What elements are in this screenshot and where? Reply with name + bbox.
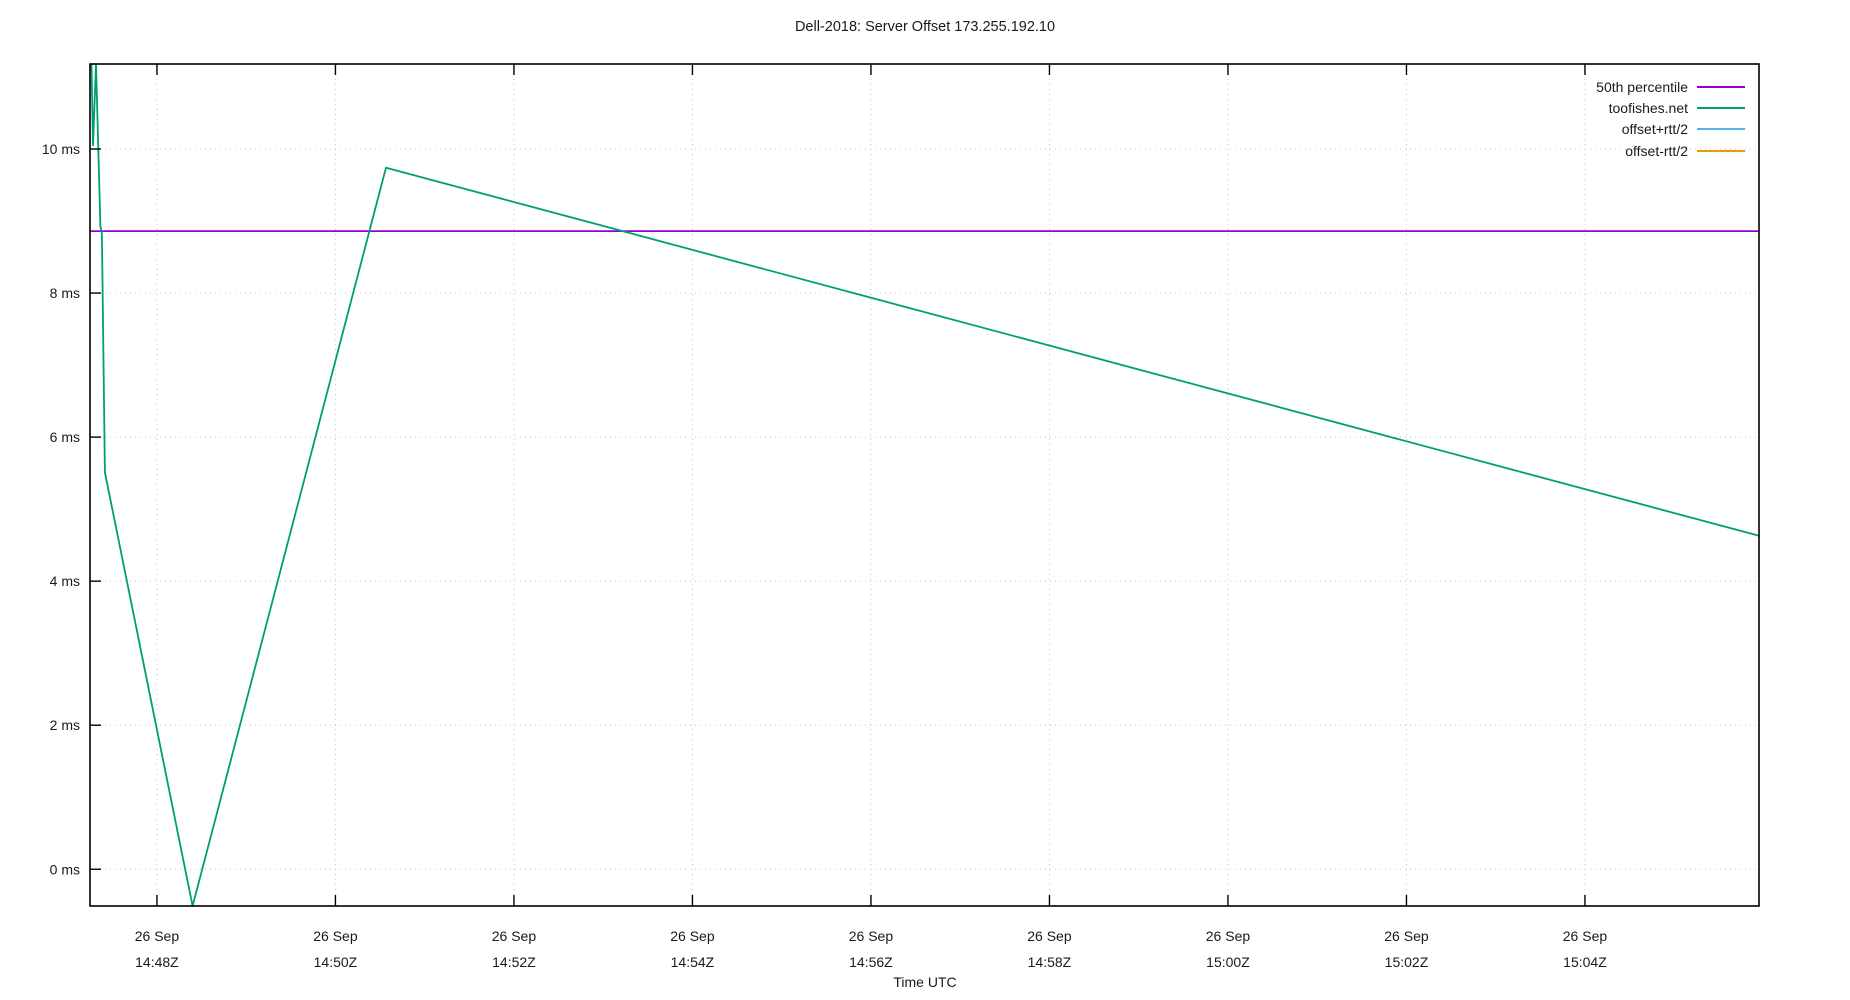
legend-label: 50th percentile	[1596, 78, 1688, 95]
x-tick-label-time: 15:00Z	[1206, 954, 1250, 970]
legend-label: offset+rtt/2	[1621, 121, 1688, 138]
legend-label: toofishes.net	[1608, 99, 1688, 116]
legend-item-toofishes-net: toofishes.net	[1596, 97, 1745, 118]
y-tick-label: 8 ms	[50, 285, 80, 301]
x-tick-label-date: 26 Sep	[313, 928, 358, 944]
x-tick-label-time: 14:56Z	[849, 954, 893, 970]
x-tick-label-date: 26 Sep	[1563, 928, 1608, 944]
legend-label: offset-rtt/2	[1625, 142, 1688, 159]
x-tick-label-time: 14:50Z	[314, 954, 358, 970]
x-tick-label-time: 15:02Z	[1385, 954, 1429, 970]
x-tick-label-time: 15:04Z	[1563, 954, 1607, 970]
legend-swatch	[1697, 85, 1745, 88]
x-tick-label-date: 26 Sep	[1206, 928, 1251, 944]
y-tick-label: 10 ms	[42, 141, 80, 157]
legend-item-50th-percentile: 50th percentile	[1596, 76, 1745, 97]
chart-title: Dell-2018: Server Offset 173.255.192.10	[794, 19, 1056, 35]
y-tick-label: 2 ms	[50, 717, 80, 733]
series-toofishes-net	[90, 63, 1760, 907]
legend-swatch	[1697, 149, 1745, 152]
x-tick-label-time: 14:52Z	[492, 954, 536, 970]
x-tick-label-date: 26 Sep	[1384, 928, 1429, 944]
y-tick-label: 0 ms	[50, 861, 80, 877]
legend-swatch	[1697, 128, 1745, 131]
x-tick-label-date: 26 Sep	[849, 928, 894, 944]
y-tick-label: 6 ms	[50, 429, 80, 445]
x-tick-label-time: 14:54Z	[671, 954, 715, 970]
legend-item-offset-rtt-2: offset+rtt/2	[1596, 119, 1745, 140]
x-tick-label-date: 26 Sep	[670, 928, 715, 944]
x-tick-label-date: 26 Sep	[1027, 928, 1072, 944]
x-tick-label-time: 14:48Z	[135, 954, 179, 970]
legend-item-offset-rtt-2: offset-rtt/2	[1596, 140, 1745, 161]
legend-swatch	[1697, 106, 1745, 109]
y-tick-label: 4 ms	[50, 573, 80, 589]
legend: 50th percentile toofishes.net offset+rtt/2…	[1596, 76, 1745, 161]
x-tick-label-date: 26 Sep	[492, 928, 537, 944]
plot-border	[89, 63, 1760, 907]
x-tick-label-date: 26 Sep	[135, 928, 180, 944]
x-tick-label-time: 14:58Z	[1028, 954, 1072, 970]
x-axis-title: Time UTC	[893, 974, 957, 990]
